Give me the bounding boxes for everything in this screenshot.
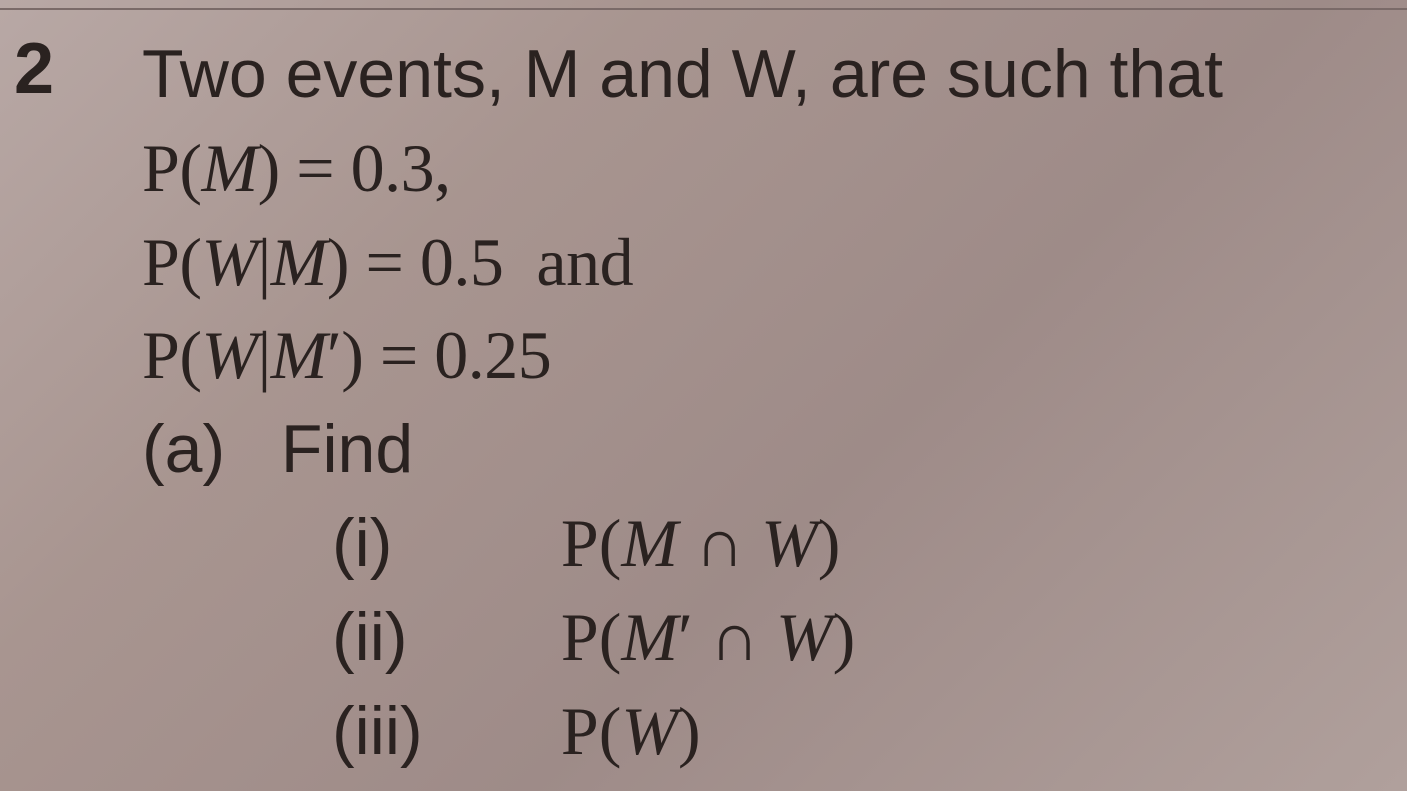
subpart-i-expr: P(M ∩ W) xyxy=(561,505,841,581)
given-line-3: P(W|M′) = 0.25 xyxy=(142,309,1377,403)
subpart-i: (i) P(M ∩ W) xyxy=(142,497,1377,591)
question-block: 2 Two events, M and W, are such that P(M… xyxy=(14,28,1377,779)
question-stem: Two events, M and W, are such that xyxy=(142,28,1377,122)
subpart-iii: (iii) P(W) xyxy=(142,685,1377,779)
part-a-label: (a) xyxy=(142,403,262,497)
subpart-ii-expr: P(M′ ∩ W) xyxy=(561,599,855,675)
subpart-iii-expr: P(W) xyxy=(561,693,701,769)
subpart-i-label: (i) xyxy=(332,497,542,591)
part-a-word: Find xyxy=(281,411,413,487)
question-number: 2 xyxy=(14,28,54,110)
subpart-ii-label: (ii) xyxy=(332,591,542,685)
part-a-header: (a) Find xyxy=(142,403,1377,497)
top-rule xyxy=(0,8,1407,10)
given-line-2: P(W|M) = 0.5 and xyxy=(142,216,1377,310)
subpart-ii: (ii) P(M′ ∩ W) xyxy=(142,591,1377,685)
subpart-iii-label: (iii) xyxy=(332,685,542,779)
given-line-1: P(M) = 0.3, xyxy=(142,122,1377,216)
question-body: Two events, M and W, are such that P(M) … xyxy=(142,28,1377,779)
